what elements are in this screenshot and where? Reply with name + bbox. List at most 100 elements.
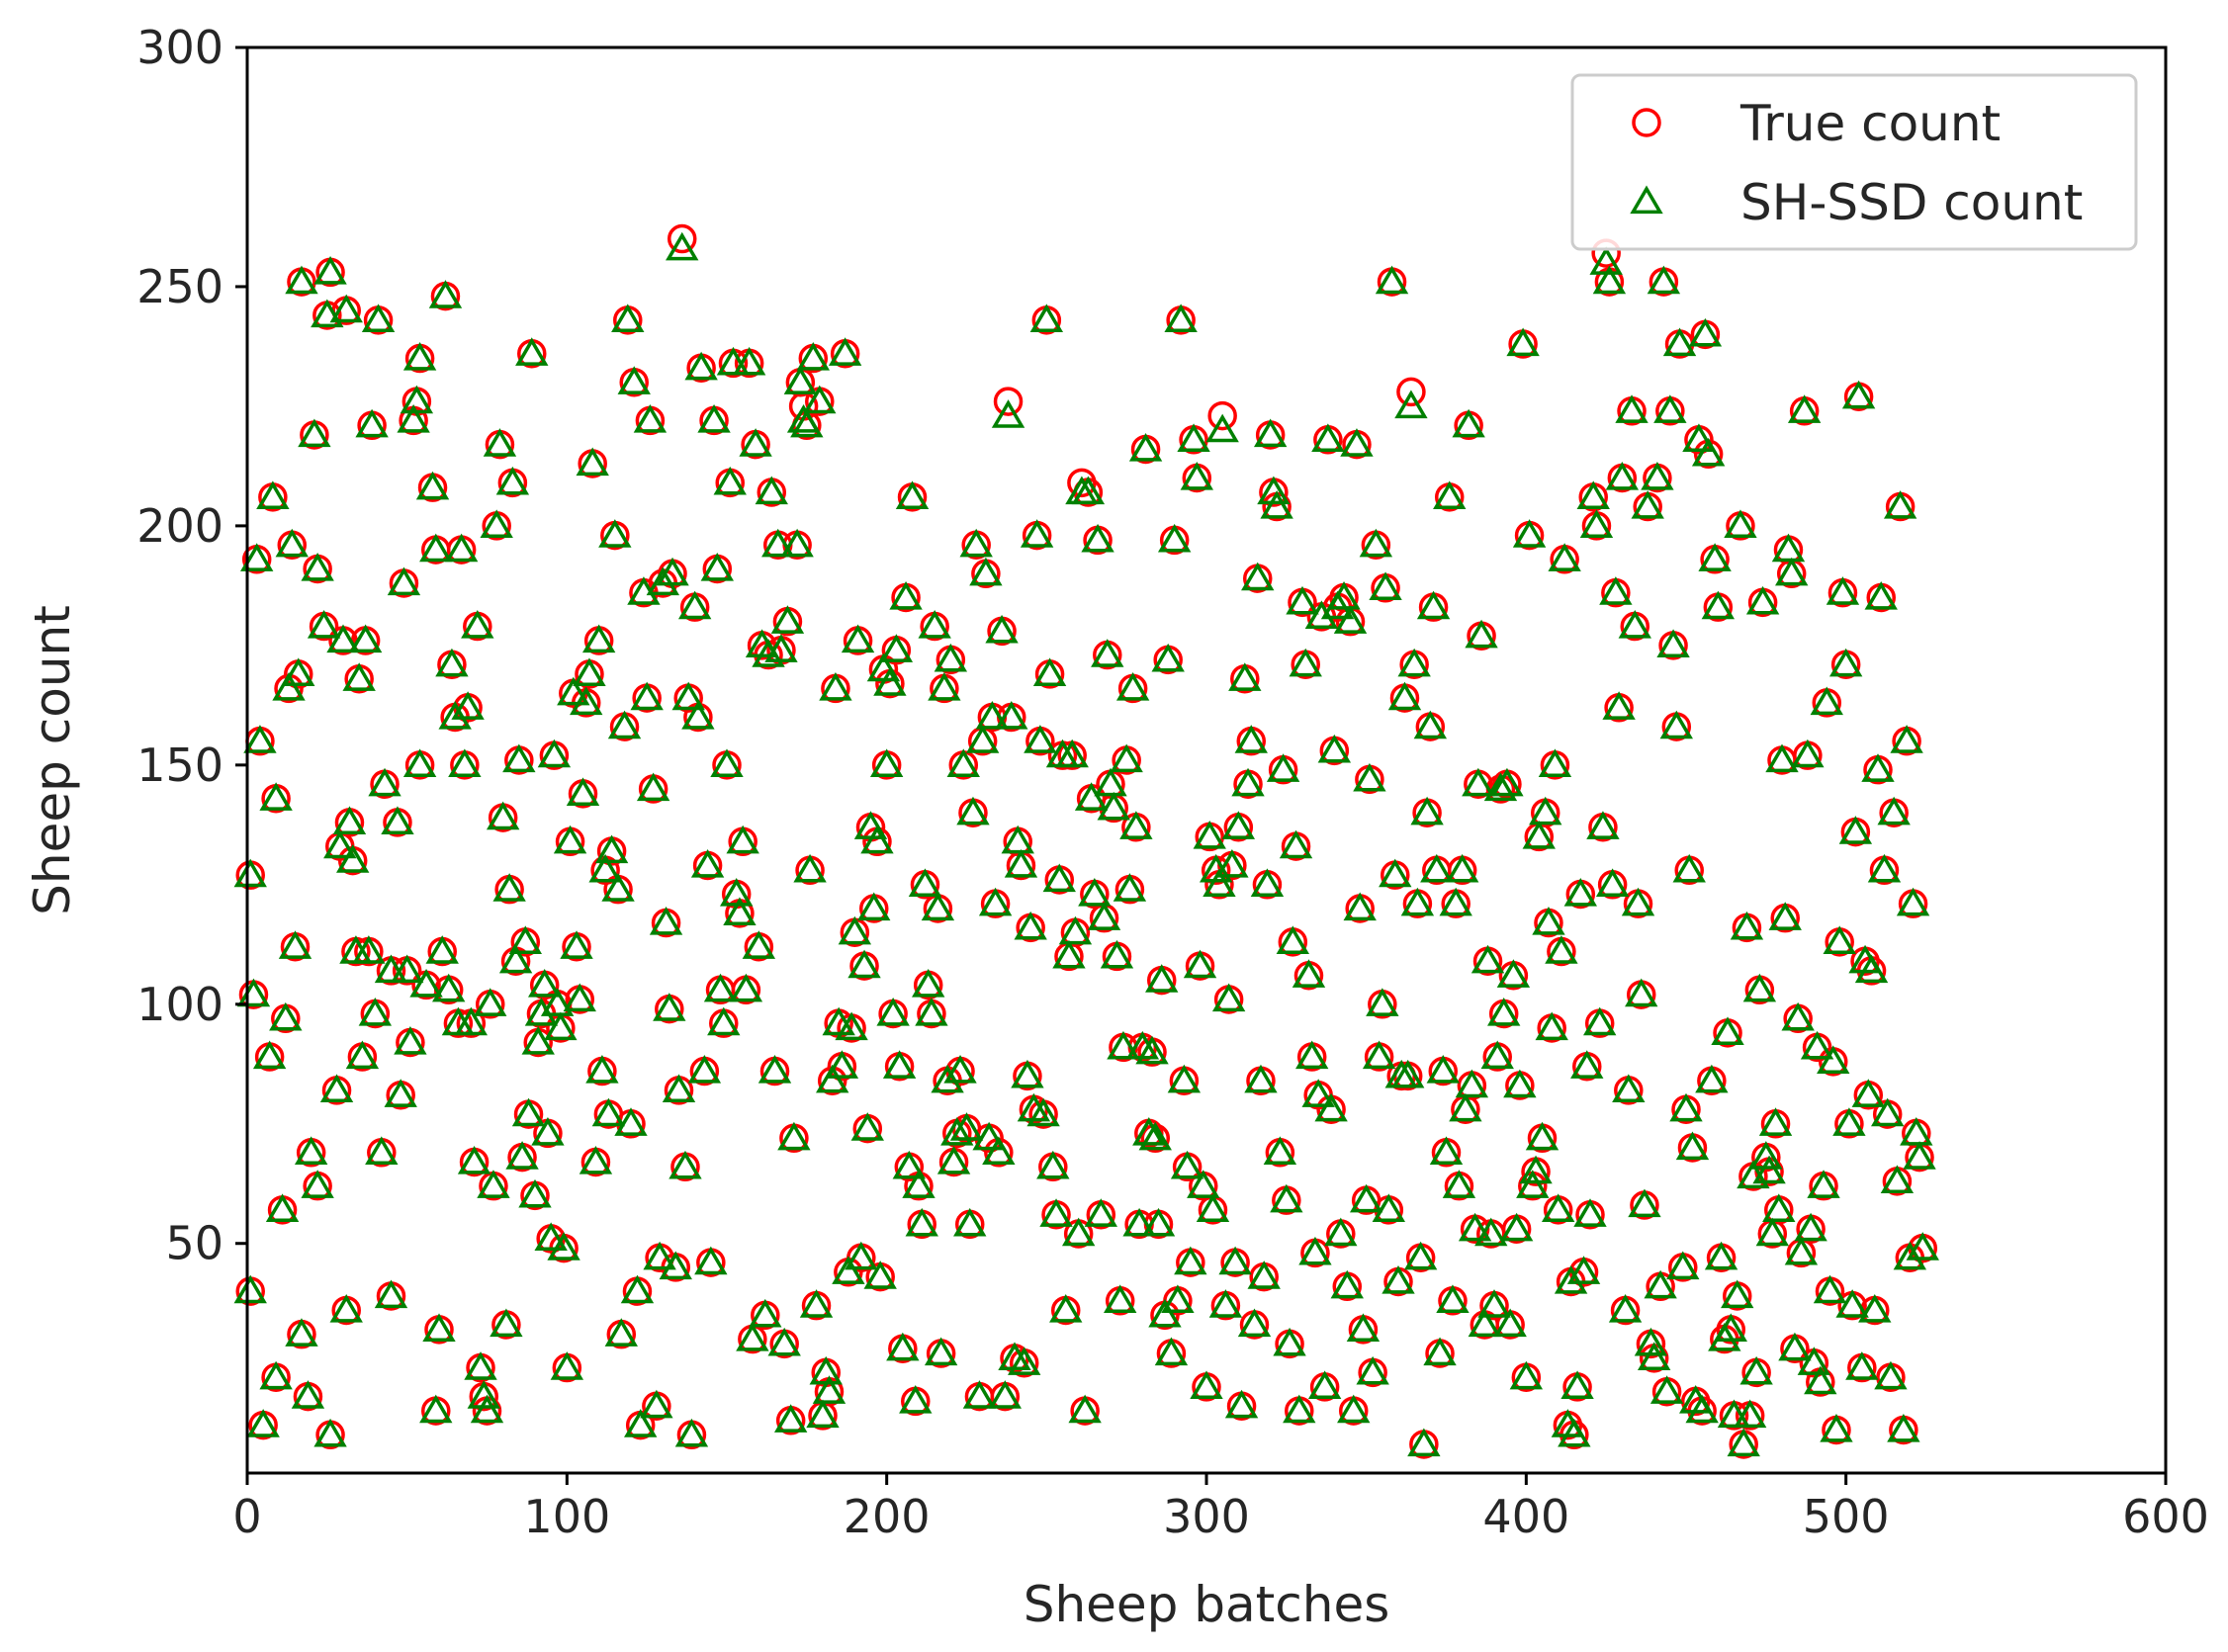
sh-ssd-count-point [1039,1198,1073,1227]
sh-ssd-count-point [1631,490,1664,519]
sh-ssd-count-point [1711,1016,1744,1045]
sh-ssd-count-point [352,935,386,964]
sh-ssd-count-point [940,1116,974,1146]
sh-ssd-count-point [1758,1107,1793,1136]
sh-ssd-count-point [860,825,894,854]
sh-ssd-count-point [1896,887,1930,916]
sh-ssd-count-point [1372,1193,1405,1223]
sh-ssd-count-point [1094,767,1127,797]
sh-ssd-count-point [1141,1207,1176,1237]
sh-ssd-count-point [294,1136,328,1165]
sh-ssd-count-point [1586,811,1620,839]
sh-ssd-count-point [684,351,718,381]
sh-ssd-count-point [1183,949,1217,979]
sh-ssd-count-point [1442,1170,1476,1198]
sh-ssd-count-point [534,1222,568,1252]
sh-ssd-count-point [563,983,596,1012]
sh-ssd-count-point [1509,1360,1544,1390]
sh-ssd-count-point [1327,581,1361,610]
x-axis-label: Sheep batches [1024,1576,1390,1633]
sh-ssd-count-point [1672,853,1706,883]
sh-ssd-count-point [1349,1183,1383,1213]
sh-ssd-count-point [803,385,837,414]
sh-ssd-count-point [934,643,968,672]
sh-ssd-count-point [758,1055,792,1084]
sh-ssd-count-point [1253,418,1288,448]
sh-ssd-count-point [1119,811,1153,839]
sh-ssd-count-point [1426,1055,1460,1084]
sh-ssd-count-point [949,1112,984,1141]
sh-ssd-count-point [1403,1241,1438,1270]
sh-ssd-count-point [812,1375,847,1404]
sh-ssd-count-point [1304,600,1339,629]
sh-ssd-count-point [633,403,668,433]
sh-ssd-count-point [1154,1337,1189,1366]
legend-marker-sh-ssd-count [1630,185,1663,215]
sh-ssd-count-point [374,1279,408,1309]
sh-ssd-count-point [620,1274,655,1304]
sh-ssd-count-point [659,1251,692,1280]
sh-ssd-count-point [1128,432,1163,462]
sh-ssd-count-point [243,725,277,753]
sh-ssd-count-point [1474,1217,1508,1247]
sh-ssd-count-point [946,748,980,777]
sh-ssd-count-point [636,772,670,802]
sh-ssd-count-point [1529,796,1562,826]
sh-ssd-count-point [1566,1256,1601,1284]
sh-ssd-count-point [585,1055,619,1084]
sh-ssd-count-point [508,925,542,955]
sh-ssd-count-point [1301,1079,1335,1107]
sh-ssd-count-point [528,968,562,998]
y-tick-label: 150 [136,739,223,792]
sh-ssd-count-point [397,403,430,433]
sh-ssd-count-point [282,657,315,687]
sh-ssd-count-point [674,1418,709,1447]
sh-ssd-count-point [1234,725,1268,753]
sh-ssd-count-point [419,1394,453,1424]
sh-ssd-count-point [1387,681,1422,711]
sh-ssd-count-point [311,299,344,328]
sh-ssd-count-point [1397,648,1431,677]
sh-ssd-count-point [1682,423,1716,452]
sh-ssd-count-point [598,519,632,548]
sh-ssd-count-point [594,834,629,864]
y-tick-label: 200 [136,499,223,553]
sh-ssd-count-point [454,1006,489,1036]
sh-ssd-count-point [749,1298,782,1328]
sh-ssd-count-point [1570,1050,1604,1079]
sh-ssd-count-point [1653,394,1687,423]
sh-ssd-count-point [1078,878,1112,907]
sh-ssd-count-point [969,557,1003,586]
sh-ssd-count-point [381,806,414,835]
legend: True count SH-SSD count [1570,73,2138,251]
sh-ssd-count-point [1579,509,1614,539]
sh-ssd-count-point [448,748,482,777]
sh-ssd-count-point [1081,523,1114,553]
sh-ssd-count-point [470,1394,504,1424]
sh-ssd-count-point [959,528,993,558]
sh-ssd-count-point [1804,1365,1837,1395]
sh-ssd-count-point [422,1313,456,1342]
sh-ssd-count-point [1307,1370,1342,1400]
sh-ssd-count-point [566,777,600,807]
sh-ssd-count-point [697,403,731,433]
sh-ssd-count-point [1768,902,1802,930]
ticks-layer: 0 100 200 300 400 500 600 50 100 150 200 250 300 [136,21,2209,1543]
sh-ssd-count-point [630,681,664,711]
sh-ssd-count-point [1647,265,1681,295]
sh-ssd-count-point [579,1145,613,1174]
sh-ssd-count-point [1375,265,1409,295]
sh-ssd-count-point [640,1389,673,1419]
sh-ssd-count-point [1637,1342,1671,1371]
sh-ssd-count-point [924,1337,958,1366]
sh-ssd-count-point [402,342,437,371]
sh-ssd-count-point [480,509,513,539]
y-tick-label: 50 [165,1217,223,1270]
sh-ssd-count-point [1813,1274,1847,1304]
sh-ssd-count-point [1765,743,1799,773]
sh-ssd-count-point [1132,1116,1166,1146]
sh-ssd-count-point [1286,585,1319,615]
sh-ssd-count-point [1087,902,1121,930]
sh-ssd-count-point [1541,1193,1575,1223]
sh-ssd-count-point [1506,327,1540,357]
